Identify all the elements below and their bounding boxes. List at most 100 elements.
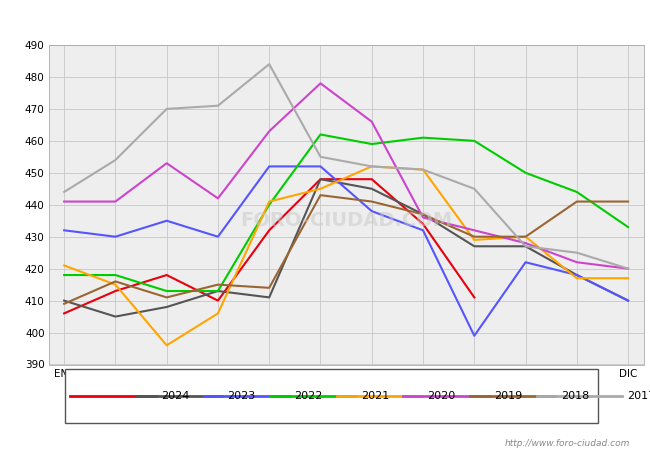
2021 [522, 170, 530, 176]
Text: 2019: 2019 [494, 391, 523, 401]
2018 [573, 199, 580, 204]
2023 [265, 295, 273, 300]
2022 [112, 234, 120, 239]
2021 [112, 272, 120, 278]
2020 [522, 234, 530, 239]
Line: 2019: 2019 [64, 83, 628, 269]
2021 [368, 141, 376, 147]
2023 [60, 298, 68, 303]
2019 [573, 260, 580, 265]
Line: 2024: 2024 [64, 179, 474, 313]
2017 [317, 154, 324, 159]
2020 [162, 342, 170, 348]
2020 [573, 275, 580, 281]
2022 [624, 298, 632, 303]
2017 [214, 103, 222, 108]
Text: 2018: 2018 [561, 391, 589, 401]
2020 [265, 199, 273, 204]
Text: 2017: 2017 [627, 391, 650, 401]
2022 [214, 234, 222, 239]
2018 [162, 295, 170, 300]
2018 [471, 234, 478, 239]
2020 [471, 237, 478, 243]
2019 [419, 215, 427, 220]
2022 [471, 333, 478, 338]
2017 [419, 167, 427, 172]
2023 [522, 243, 530, 249]
2020 [112, 282, 120, 287]
2023 [471, 243, 478, 249]
2018 [317, 193, 324, 198]
2018 [522, 234, 530, 239]
2024 [214, 298, 222, 303]
2018 [624, 199, 632, 204]
2018 [214, 282, 222, 287]
2017 [573, 250, 580, 255]
2024 [471, 295, 478, 300]
2021 [265, 202, 273, 207]
2022 [317, 164, 324, 169]
2024 [265, 228, 273, 233]
Line: 2020: 2020 [64, 166, 628, 345]
Text: 2021: 2021 [361, 391, 389, 401]
Line: 2023: 2023 [64, 179, 628, 316]
Text: 2024: 2024 [161, 391, 189, 401]
2023 [573, 272, 580, 278]
2021 [419, 135, 427, 140]
2019 [162, 161, 170, 166]
2023 [112, 314, 120, 319]
2023 [317, 176, 324, 182]
2022 [419, 228, 427, 233]
2022 [368, 208, 376, 214]
2022 [522, 260, 530, 265]
2019 [214, 196, 222, 201]
2018 [265, 285, 273, 291]
Text: http://www.foro-ciudad.com: http://www.foro-ciudad.com [505, 439, 630, 448]
2024 [368, 176, 376, 182]
2020 [419, 167, 427, 172]
2021 [162, 288, 170, 294]
Line: 2017: 2017 [64, 64, 628, 269]
2019 [317, 81, 324, 86]
2018 [60, 301, 68, 306]
2021 [317, 132, 324, 137]
2020 [60, 263, 68, 268]
2018 [419, 212, 427, 217]
2024 [419, 221, 427, 227]
2019 [112, 199, 120, 204]
2017 [471, 186, 478, 191]
Line: 2022: 2022 [64, 166, 628, 336]
2019 [624, 266, 632, 271]
2021 [624, 225, 632, 230]
2017 [162, 106, 170, 112]
2020 [317, 186, 324, 191]
2021 [214, 288, 222, 294]
2017 [624, 266, 632, 271]
Line: 2018: 2018 [64, 195, 628, 304]
2024 [112, 288, 120, 294]
2023 [214, 288, 222, 294]
2020 [624, 275, 632, 281]
2022 [573, 272, 580, 278]
Text: FORO-CIUDAD.COM: FORO-CIUDAD.COM [240, 211, 452, 230]
2019 [265, 129, 273, 134]
Text: 2022: 2022 [294, 391, 322, 401]
2021 [573, 189, 580, 195]
2023 [419, 212, 427, 217]
2024 [60, 310, 68, 316]
2018 [368, 199, 376, 204]
Text: 2023: 2023 [227, 391, 256, 401]
Text: 2020: 2020 [428, 391, 456, 401]
2018 [112, 279, 120, 284]
Line: 2021: 2021 [64, 135, 628, 291]
2017 [112, 158, 120, 163]
2024 [162, 272, 170, 278]
2019 [522, 240, 530, 246]
2022 [162, 218, 170, 223]
2023 [162, 304, 170, 310]
2019 [471, 228, 478, 233]
2017 [368, 164, 376, 169]
2017 [522, 243, 530, 249]
2019 [368, 119, 376, 124]
2023 [368, 186, 376, 191]
